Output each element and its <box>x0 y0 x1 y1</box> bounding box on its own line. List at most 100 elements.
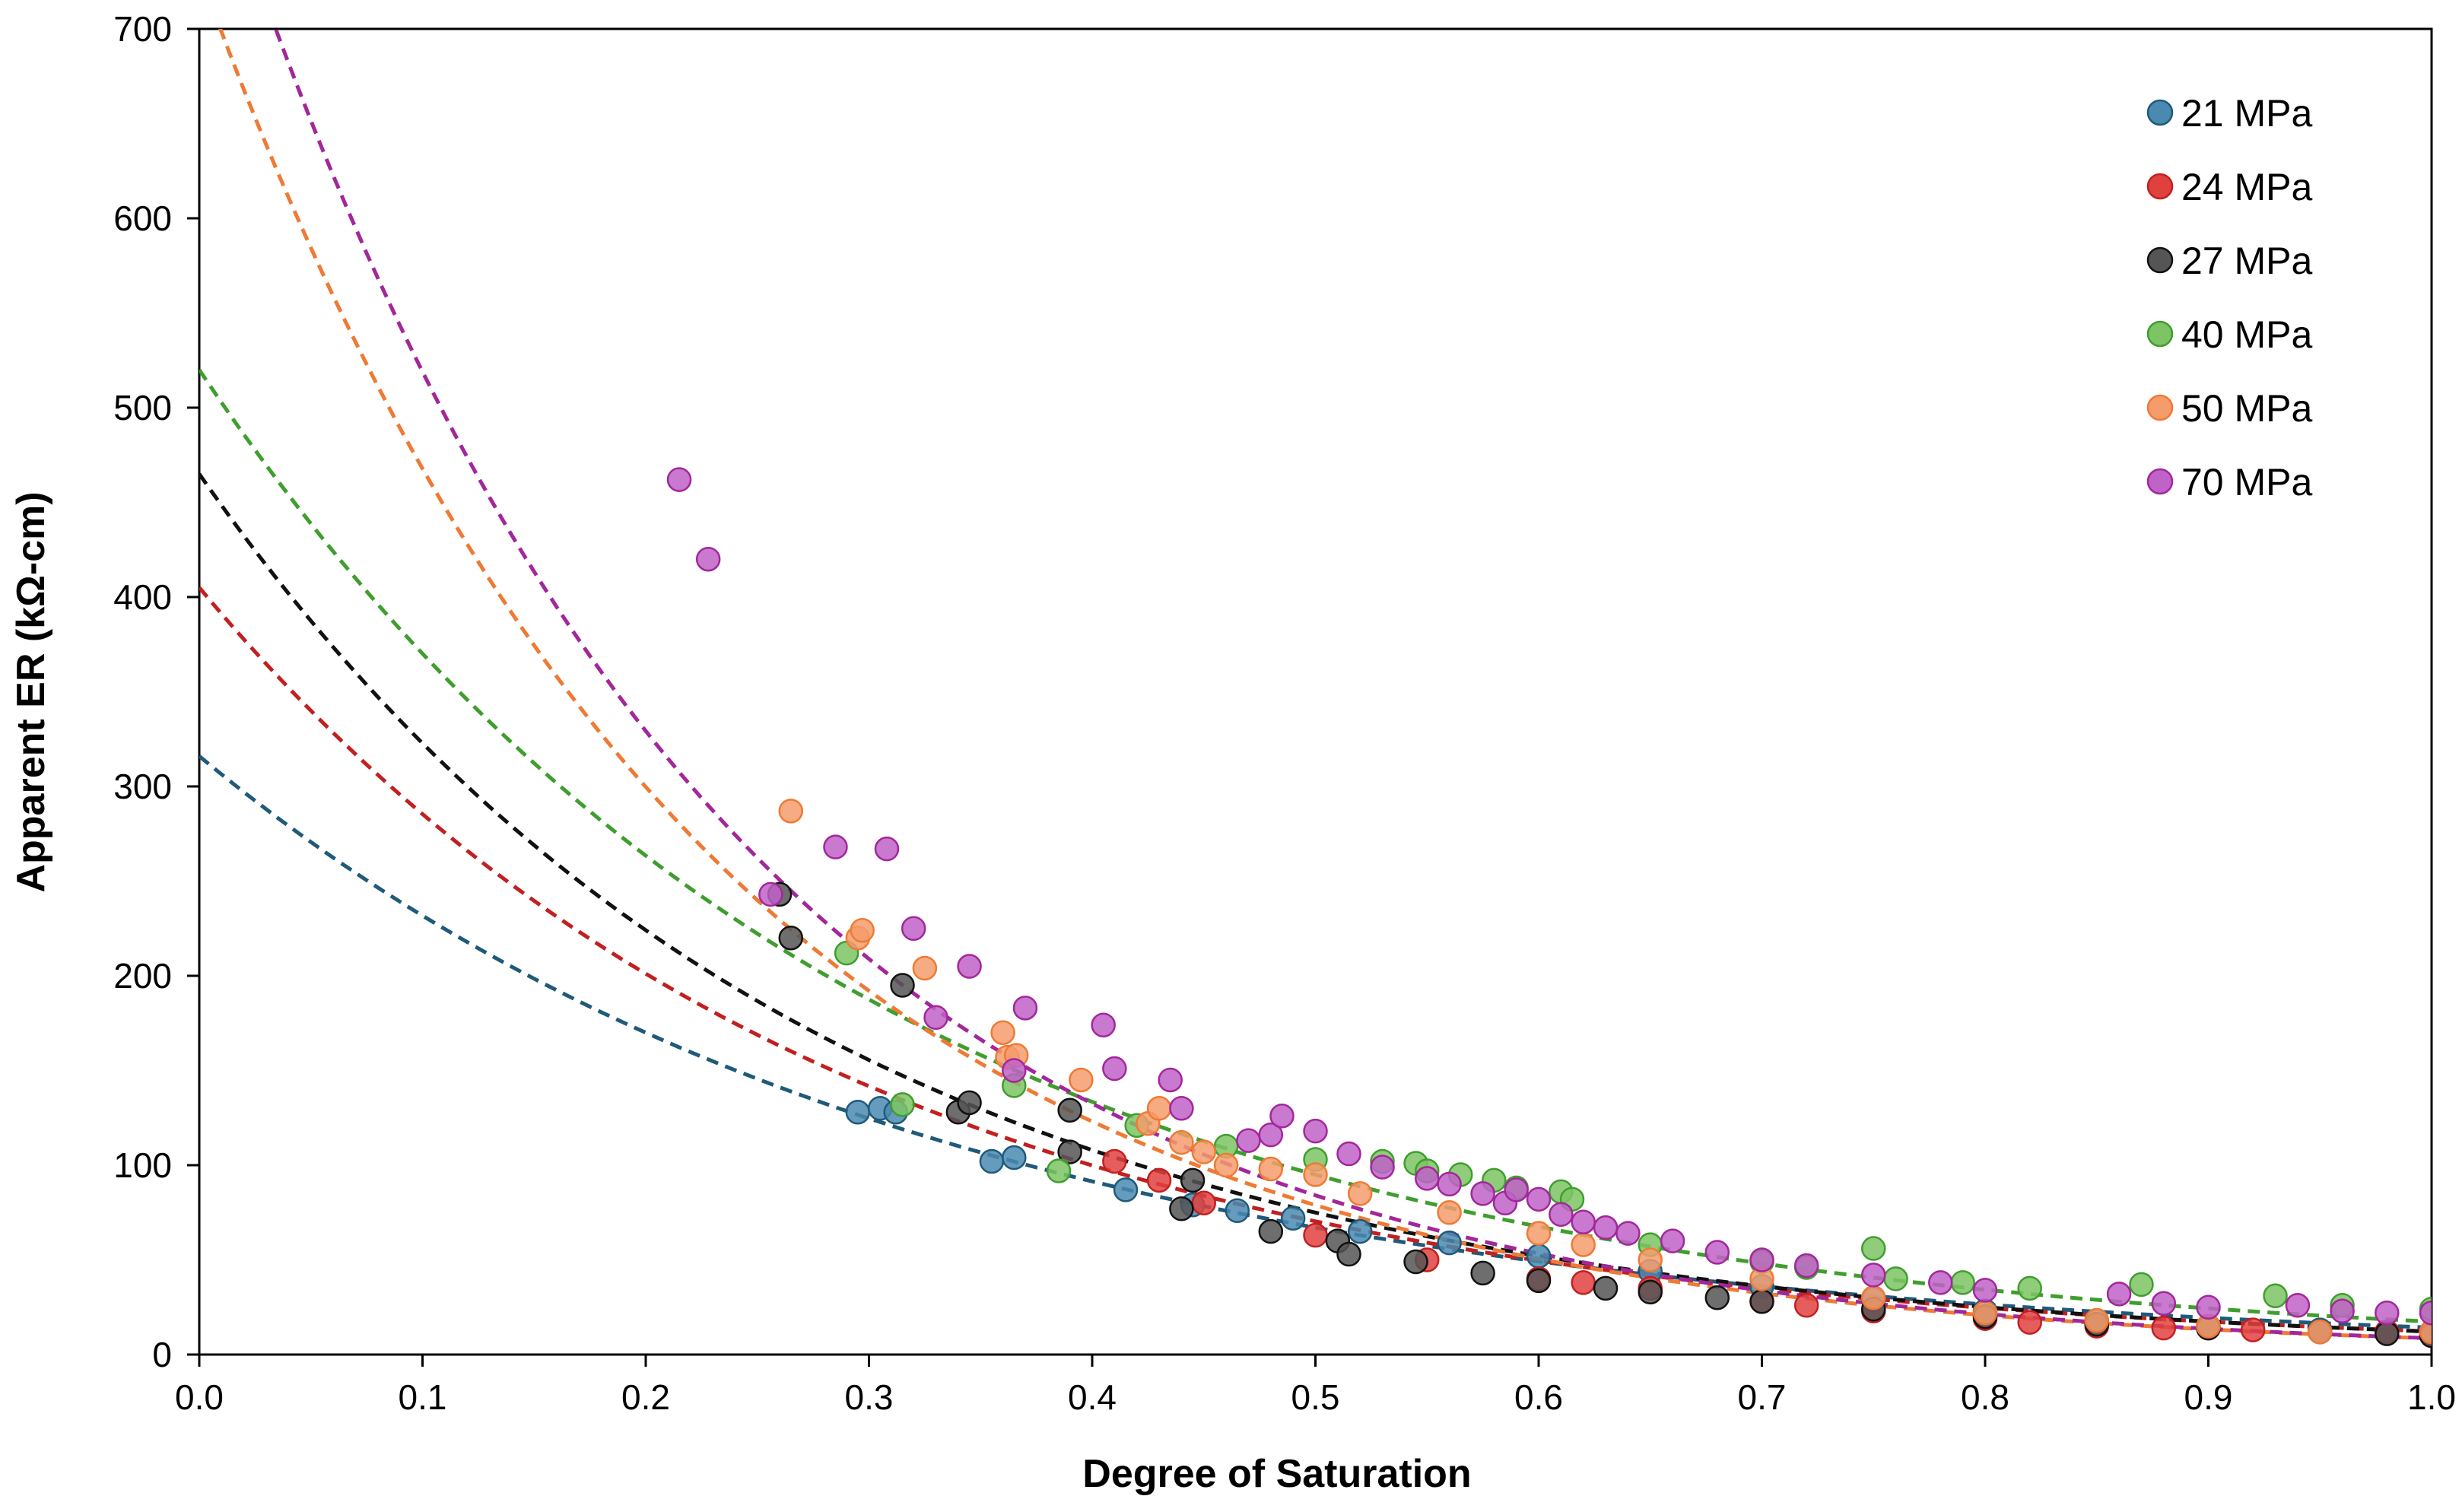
data-point <box>1057 1139 1082 1164</box>
x-axis-title: Degree of Saturation <box>1082 1452 1471 1496</box>
y-tick-label: 500 <box>113 388 172 427</box>
x-tick-label: 1.0 <box>2407 1377 2456 1417</box>
trendline-21-mpa <box>199 754 2432 1330</box>
y-axis-title: Apparent ER (kΩ-cm) <box>9 491 53 892</box>
data-point <box>1861 1236 1886 1261</box>
legend-label: 40 MPa <box>2181 313 2313 356</box>
data-point <box>1191 1190 1216 1216</box>
data-point <box>1950 1270 1975 1295</box>
data-point <box>901 916 926 941</box>
data-point <box>1280 1205 1306 1231</box>
data-point <box>1437 1230 1462 1256</box>
data-point <box>695 546 721 572</box>
data-point <box>1972 1278 1998 1303</box>
data-point <box>912 955 938 981</box>
trendline-layer <box>199 29 2432 1341</box>
data-point <box>1225 1198 1250 1224</box>
data-point <box>2196 1294 2221 1320</box>
data-point <box>923 1005 948 1031</box>
data-point <box>1928 1270 1953 1295</box>
data-point <box>2106 1282 2132 1307</box>
data-point <box>1793 1293 1819 1318</box>
trendline-50-mpa <box>218 29 2432 1341</box>
y-tick-label: 0 <box>152 1335 172 1374</box>
trendline-27-mpa <box>199 472 2432 1334</box>
data-point <box>890 1092 915 1117</box>
legend-label: 27 MPa <box>2181 240 2313 282</box>
data-point <box>1069 1067 1094 1093</box>
data-point <box>1526 1186 1552 1212</box>
data-point <box>1046 1158 1072 1183</box>
legend-marker <box>2146 394 2174 421</box>
data-point <box>758 881 783 907</box>
data-point <box>1057 1097 1082 1123</box>
data-point <box>1861 1263 1886 1288</box>
x-tick-label: 0.4 <box>1068 1377 1117 1417</box>
data-point <box>1169 1096 1194 1121</box>
legend-label: 21 MPa <box>2181 92 2313 135</box>
data-point <box>1793 1253 1819 1279</box>
data-point <box>850 917 875 943</box>
data-point-layer <box>666 467 2432 1348</box>
data-point <box>1303 1162 1328 1187</box>
data-point <box>1526 1268 1552 1294</box>
series-50-mpa <box>778 799 2432 1345</box>
data-point <box>1258 1156 1284 1182</box>
data-point <box>957 954 982 979</box>
y-tick-label: 300 <box>113 767 172 806</box>
data-point <box>2375 1321 2400 1346</box>
data-point <box>1336 1241 1361 1267</box>
data-point <box>874 836 900 862</box>
data-point <box>1102 1148 1127 1174</box>
data-point <box>979 1148 1005 1174</box>
data-point <box>1704 1285 1730 1310</box>
data-point <box>1236 1128 1261 1153</box>
legend-label: 70 MPa <box>2181 461 2313 503</box>
data-point <box>1571 1232 1596 1257</box>
y-tick-label: 700 <box>113 9 172 49</box>
data-point <box>2419 1319 2432 1345</box>
data-point <box>1470 1181 1495 1206</box>
data-point <box>2084 1307 2109 1333</box>
x-tick-label: 0.8 <box>1961 1377 2009 1417</box>
data-point <box>2285 1293 2311 1318</box>
data-point <box>2308 1319 2333 1345</box>
data-point <box>1593 1215 1619 1240</box>
data-point <box>1526 1221 1552 1246</box>
data-point <box>2330 1298 2355 1323</box>
data-point <box>2240 1317 2266 1342</box>
data-point <box>1258 1218 1284 1244</box>
data-point <box>990 1020 1015 1045</box>
x-tick-label: 0.2 <box>621 1377 670 1417</box>
x-tick-label: 0.7 <box>1738 1377 1787 1417</box>
data-point <box>1972 1300 1998 1326</box>
data-point <box>1638 1279 1663 1305</box>
data-point <box>2129 1272 2154 1298</box>
data-point <box>1347 1218 1373 1244</box>
data-point <box>1470 1260 1495 1286</box>
data-point <box>1012 996 1038 1021</box>
data-point <box>1638 1247 1663 1272</box>
legend-marker <box>2146 320 2174 348</box>
legend-marker <box>2146 468 2174 495</box>
data-point <box>2017 1310 2042 1335</box>
data-point <box>1437 1171 1462 1197</box>
data-point <box>1303 1118 1328 1144</box>
legend-marker <box>2146 99 2174 126</box>
data-point <box>778 925 804 951</box>
trendline-70-mpa <box>273 29 2432 1340</box>
data-point <box>1593 1275 1619 1301</box>
data-point <box>1002 1058 1027 1083</box>
data-point <box>1002 1145 1027 1171</box>
data-point <box>1704 1240 1730 1265</box>
data-point <box>1158 1067 1183 1093</box>
data-point <box>1169 1196 1194 1221</box>
data-point <box>1571 1270 1596 1295</box>
data-point <box>2151 1315 2177 1341</box>
legend-marker <box>2146 173 2174 200</box>
data-point <box>1113 1177 1139 1202</box>
data-point <box>1180 1167 1206 1193</box>
data-point <box>1883 1266 1908 1291</box>
data-point <box>1437 1200 1462 1225</box>
